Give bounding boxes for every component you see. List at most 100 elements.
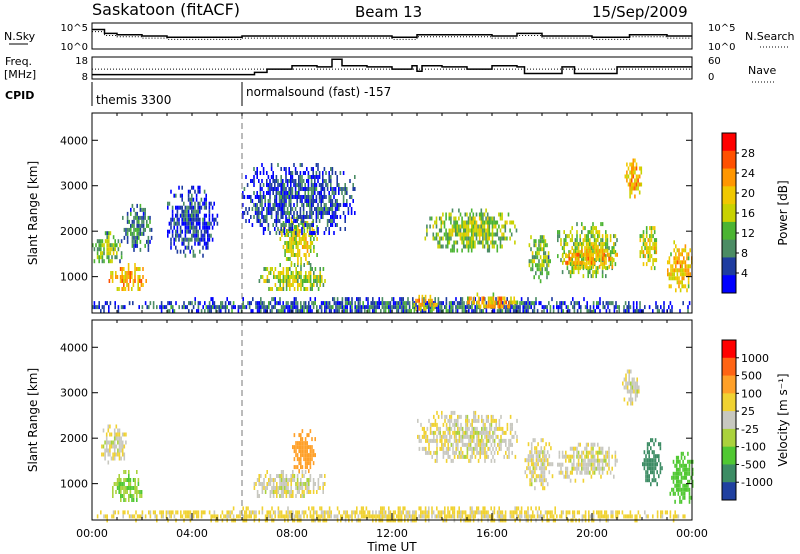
data-cell xyxy=(477,228,479,233)
data-cell xyxy=(135,267,138,271)
data-cell xyxy=(269,207,271,211)
data-cell xyxy=(333,191,335,195)
data-cell xyxy=(550,462,552,467)
data-cell xyxy=(446,232,449,237)
data-cell xyxy=(441,442,443,447)
data-cell xyxy=(459,228,462,233)
data-cell xyxy=(649,254,651,259)
data-cell xyxy=(486,232,489,237)
data-cell xyxy=(322,215,324,219)
data-cell xyxy=(290,195,292,199)
data-cell xyxy=(455,309,457,314)
data-cell xyxy=(470,224,473,229)
data-cell xyxy=(586,309,588,314)
data-cell xyxy=(533,243,535,248)
data-cell xyxy=(294,195,297,199)
data-cell xyxy=(187,213,190,218)
data-cell xyxy=(447,442,449,447)
data-cell xyxy=(404,514,406,519)
data-cell xyxy=(418,298,420,303)
data-cell xyxy=(138,235,140,240)
data-cell xyxy=(308,275,310,279)
data-cell xyxy=(331,199,334,203)
data-cell xyxy=(602,301,604,306)
data-cell xyxy=(653,454,655,459)
data-cell xyxy=(412,514,414,519)
data-cell xyxy=(336,183,338,187)
data-cell xyxy=(514,305,516,310)
data-cell xyxy=(261,195,263,199)
data-cell xyxy=(477,450,480,455)
data-cell xyxy=(383,506,385,511)
data-cell xyxy=(435,232,438,237)
data-cell xyxy=(626,162,628,167)
data-cell xyxy=(290,309,292,314)
data-cell xyxy=(495,434,497,439)
data-cell xyxy=(248,510,251,515)
data-cell xyxy=(271,490,273,494)
data-cell xyxy=(189,249,191,254)
data-cell xyxy=(496,220,499,225)
data-cell xyxy=(261,486,264,490)
data-cell xyxy=(114,239,116,244)
data-cell xyxy=(125,231,127,236)
data-cell xyxy=(635,182,638,187)
data-cell xyxy=(98,243,100,248)
data-cell xyxy=(471,305,473,310)
data-cell xyxy=(292,301,294,306)
data-cell xyxy=(456,228,459,233)
data-cell xyxy=(152,305,155,310)
data-cell xyxy=(636,393,638,398)
data-cell xyxy=(428,506,430,511)
data-cell xyxy=(288,309,291,314)
data-cell xyxy=(454,220,457,225)
data-cell xyxy=(299,199,302,203)
data-cell xyxy=(542,462,544,467)
data-cell xyxy=(588,514,590,519)
data-cell xyxy=(473,296,475,301)
data-cell xyxy=(279,510,281,515)
data-cell xyxy=(181,514,184,519)
data-cell xyxy=(426,301,428,306)
data-cell xyxy=(284,486,286,490)
data-cell xyxy=(479,446,481,451)
data-cell xyxy=(400,305,403,310)
data-cell xyxy=(308,253,310,257)
data-cell xyxy=(319,514,321,519)
data-cell xyxy=(187,241,190,246)
data-cell xyxy=(680,463,683,468)
data-cell xyxy=(256,211,258,215)
data-cell xyxy=(675,479,678,484)
data-cell xyxy=(480,240,483,245)
data-cell xyxy=(471,426,473,431)
data-cell xyxy=(582,238,585,243)
data-cell xyxy=(522,305,524,310)
data-cell xyxy=(492,292,495,297)
data-cell xyxy=(634,170,636,175)
data-cell xyxy=(561,470,564,475)
data-cell xyxy=(306,445,308,450)
data-cell xyxy=(253,510,256,515)
data-cell xyxy=(440,305,443,310)
data-cell xyxy=(585,246,588,251)
data-cell xyxy=(296,191,298,195)
data-cell xyxy=(526,466,528,471)
data-cell xyxy=(426,228,428,233)
data-cell xyxy=(469,216,471,221)
colorbar-tick-label: 8 xyxy=(741,247,748,260)
data-cell xyxy=(280,187,282,191)
data-cell xyxy=(535,301,537,306)
data-cell xyxy=(501,438,504,443)
data-cell xyxy=(606,462,609,467)
data-cell xyxy=(274,297,276,302)
data-cell xyxy=(271,297,273,302)
data-cell xyxy=(392,297,395,302)
data-cell xyxy=(296,301,299,306)
data-cell xyxy=(678,276,680,281)
data-cell xyxy=(632,182,635,187)
colorbar-tick-label: 24 xyxy=(741,167,755,180)
data-cell xyxy=(540,474,543,479)
data-cell xyxy=(107,424,110,429)
data-cell xyxy=(290,494,292,498)
data-cell xyxy=(348,514,350,519)
